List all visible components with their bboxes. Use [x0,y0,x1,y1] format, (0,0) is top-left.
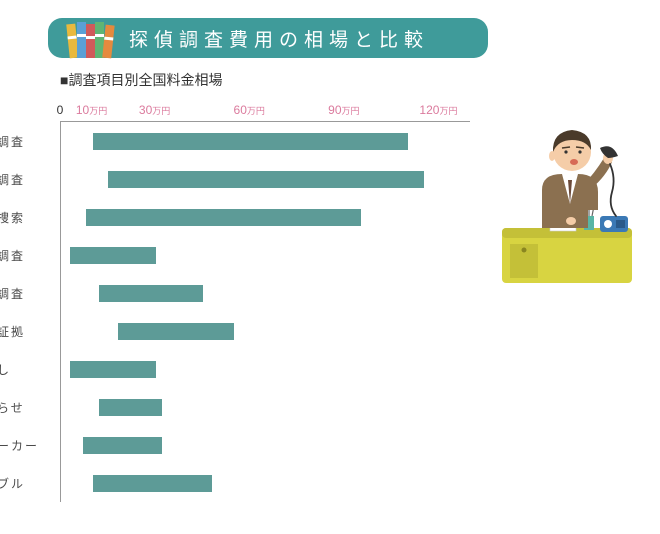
range-bar [118,323,235,340]
range-bar [93,475,213,492]
range-bar [83,437,162,454]
row-label: 浮気調査 [0,171,55,188]
axis-tick: 0 [57,103,64,117]
chart-row: 所在調査 [61,236,470,274]
chart-row: トラブル [61,464,470,502]
range-bar [99,399,162,416]
books-icon [66,14,122,65]
row-label: 人探し [0,361,55,378]
axis-tick: 10万円 [76,103,107,117]
title-banner: 探偵調査費用の相場と比較 [48,18,488,58]
chart-row: 行動調査 [61,122,470,160]
range-bar [70,247,155,264]
axis-tick: 30万円 [139,103,170,117]
row-label: 家出捜索 [0,209,55,226]
chart-row: 嫌がらせ [61,388,470,426]
x-axis: 0 10万円 30万円 60万円 90万円 120万円 [60,96,470,122]
row-label: 所在調査 [0,247,55,264]
chart-row: 浮気調査 [61,160,470,198]
range-bar [86,209,360,226]
chart-row: 家出捜索 [61,198,470,236]
row-label: 行動調査 [0,133,55,150]
row-label: 信用調査 [0,285,55,302]
chart-row: 信用調査 [61,274,470,312]
plot-area: 行動調査浮気調査家出捜索所在調査信用調査裁判証拠人探し嫌がらせストーカートラブル [60,122,470,502]
chart-row: ストーカー [61,426,470,464]
range-bar [70,361,155,378]
range-bar [99,285,203,302]
row-label: 裁判証拠 [0,323,55,340]
range-bar [93,133,408,150]
axis-tick: 90万円 [328,103,359,117]
row-label: 嫌がらせ [0,399,55,416]
chart-row: 人探し [61,350,470,388]
detective-illustration [492,118,642,298]
axis-tick: 120万円 [419,103,457,117]
row-label: ストーカー [0,437,55,454]
chart-subtitle: ■調査項目別全国料金相場 [60,70,660,90]
range-bar [108,171,423,188]
price-range-chart: 0 10万円 30万円 60万円 90万円 120万円 行動調査浮気調査家出捜索所在調査信… [60,96,470,502]
chart-row: 裁判証拠 [61,312,470,350]
axis-tick: 60万円 [234,103,265,117]
row-label: トラブル [0,475,55,492]
